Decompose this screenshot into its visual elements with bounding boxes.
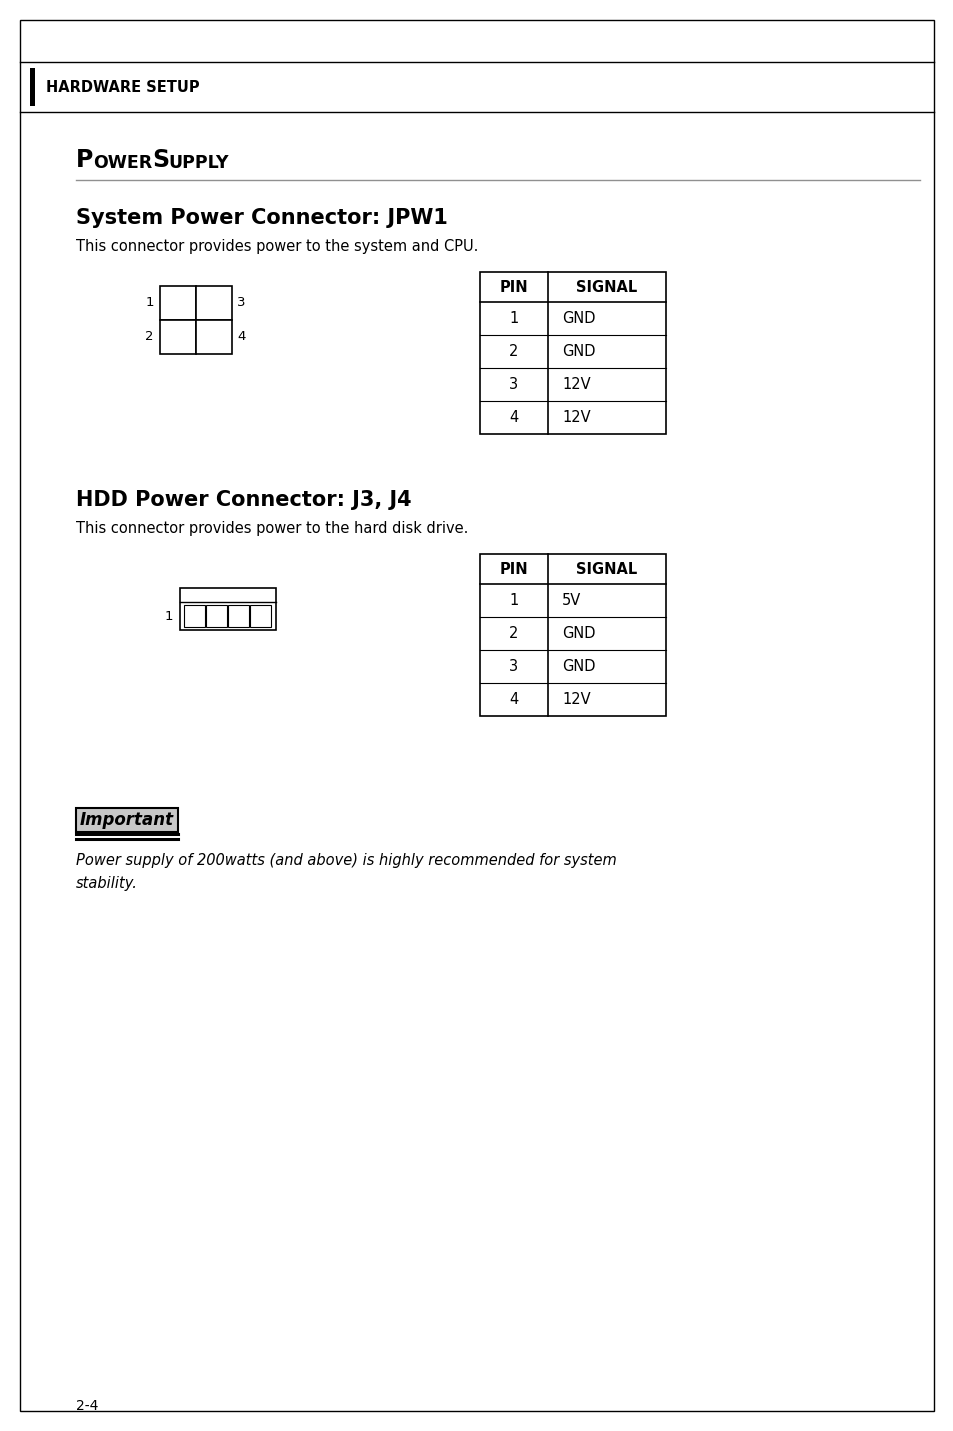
Text: 12V: 12V [561, 376, 590, 392]
Text: 2: 2 [146, 331, 153, 343]
Text: 3: 3 [509, 660, 518, 674]
Text: This connector provides power to the hard disk drive.: This connector provides power to the har… [76, 521, 468, 535]
Text: 1: 1 [509, 311, 518, 326]
Bar [228, 605, 249, 627]
Text: 1: 1 [509, 592, 518, 608]
Text: GND: GND [561, 660, 595, 674]
Bar [180, 588, 275, 630]
Bar [250, 605, 271, 627]
Text: 12V: 12V [561, 693, 590, 707]
Text: 1: 1 [146, 296, 153, 309]
Text: 4: 4 [509, 693, 518, 707]
Text: 4: 4 [236, 331, 245, 343]
Text: P: P [76, 147, 93, 172]
Bar [30, 69, 35, 106]
Bar [160, 321, 195, 353]
Text: GND: GND [561, 311, 595, 326]
Bar [206, 605, 227, 627]
Text: 4: 4 [509, 411, 518, 425]
Text: 3: 3 [236, 296, 245, 309]
Bar [479, 554, 665, 716]
Text: UPPLY: UPPLY [168, 155, 229, 172]
Text: This connector provides power to the system and CPU.: This connector provides power to the sys… [76, 239, 477, 253]
Text: Power supply of 200watts (and above) is highly recommended for system: Power supply of 200watts (and above) is … [76, 853, 616, 869]
Text: 1: 1 [164, 610, 172, 622]
Text: GND: GND [561, 625, 595, 641]
Text: SIGNAL: SIGNAL [576, 279, 637, 295]
Text: PIN: PIN [499, 279, 528, 295]
Text: PIN: PIN [499, 561, 528, 577]
Text: 3: 3 [509, 376, 518, 392]
Bar [184, 605, 205, 627]
Text: GND: GND [561, 343, 595, 359]
Text: 2: 2 [509, 343, 518, 359]
Text: 12V: 12V [561, 411, 590, 425]
Text: SIGNAL: SIGNAL [576, 561, 637, 577]
Bar [195, 286, 232, 321]
Bar [479, 272, 665, 434]
Text: S: S [152, 147, 169, 172]
Text: Important: Important [80, 811, 173, 829]
Text: 2-4: 2-4 [76, 1400, 98, 1412]
Text: 5V: 5V [561, 592, 580, 608]
Text: HDD Power Connector: J3, J4: HDD Power Connector: J3, J4 [76, 489, 411, 509]
Text: HARDWARE SETUP: HARDWARE SETUP [46, 80, 199, 96]
Bar [195, 321, 232, 353]
Text: stability.: stability. [76, 876, 138, 892]
Text: System Power Connector: JPW1: System Power Connector: JPW1 [76, 207, 447, 228]
Bar [76, 809, 178, 831]
Text: OWER: OWER [92, 155, 152, 172]
Bar [160, 286, 195, 321]
Text: 2: 2 [509, 625, 518, 641]
